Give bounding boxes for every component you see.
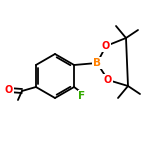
- Text: B: B: [93, 58, 101, 68]
- Text: O: O: [5, 85, 13, 95]
- Text: O: O: [104, 75, 112, 85]
- Text: O: O: [102, 41, 110, 51]
- Text: F: F: [78, 91, 86, 101]
